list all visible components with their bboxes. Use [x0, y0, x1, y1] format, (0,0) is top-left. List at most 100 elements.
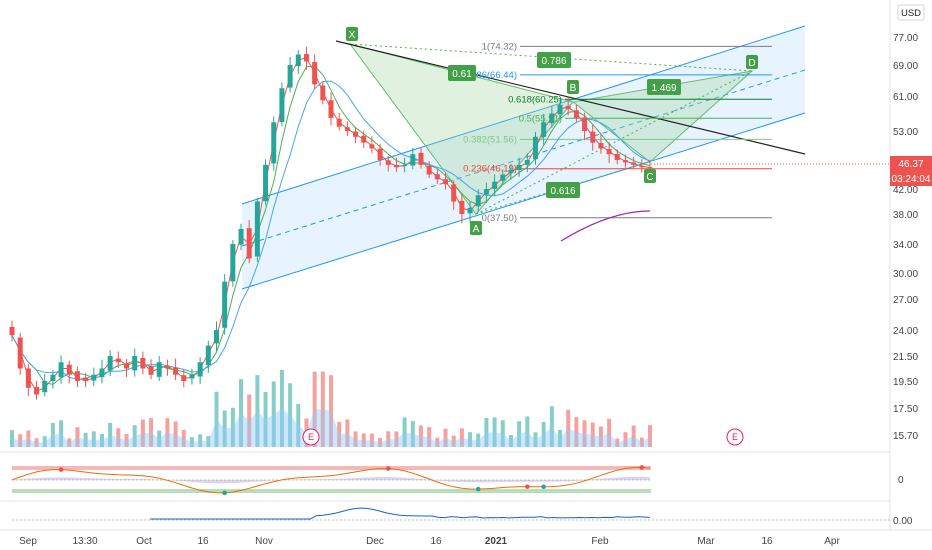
candle-body[interactable] — [25, 368, 31, 388]
candle-body[interactable] — [287, 65, 293, 88]
currency-label[interactable]: USD — [897, 4, 925, 21]
candle-body[interactable] — [426, 165, 432, 175]
candle-body[interactable] — [467, 207, 473, 214]
candle-body[interactable] — [393, 164, 399, 168]
trend-line[interactable] — [335, 40, 806, 155]
candle-body[interactable] — [590, 131, 596, 143]
candle-body[interactable] — [173, 367, 179, 375]
candle-body[interactable] — [573, 110, 579, 118]
candle-body[interactable] — [279, 88, 285, 123]
candle-body[interactable] — [263, 164, 269, 202]
candle-body[interactable] — [140, 357, 146, 369]
time-axis[interactable]: Sep 13:30 Oct 16 Nov Dec 16 2021 Feb Mar 16 Apr — [19, 536, 840, 547]
candle-body[interactable] — [42, 381, 48, 393]
candle-body[interactable] — [222, 281, 228, 328]
candle-body[interactable] — [582, 117, 588, 131]
volume-bar — [312, 371, 317, 447]
candle-body[interactable] — [91, 374, 97, 381]
candle-body[interactable] — [557, 104, 563, 115]
candle-body[interactable] — [83, 377, 89, 381]
channel-upper-line[interactable] — [241, 25, 806, 205]
ratio-label-xad[interactable]: 0.786 — [537, 52, 571, 68]
candle-body[interactable] — [418, 152, 424, 165]
earnings-event-2[interactable]: E — [726, 428, 744, 446]
candle-body[interactable] — [295, 54, 301, 67]
pattern-label-a[interactable]: A — [470, 221, 482, 235]
pattern-label-b[interactable]: B — [567, 80, 579, 94]
candle-body[interactable] — [205, 345, 211, 366]
candle-body[interactable] — [524, 160, 530, 165]
candle-body[interactable] — [320, 85, 326, 101]
candle-body[interactable] — [156, 362, 162, 377]
candle-body[interactable] — [614, 153, 620, 160]
candle-body[interactable] — [34, 387, 40, 395]
candle-body[interactable] — [9, 326, 15, 336]
candle-body[interactable] — [312, 62, 318, 85]
candlesticks[interactable] — [9, 46, 653, 400]
candle-body[interactable] — [508, 169, 514, 174]
volume-bar — [418, 425, 423, 447]
candle-body[interactable] — [230, 244, 236, 282]
candle-body[interactable] — [532, 136, 538, 160]
candle-body[interactable] — [238, 229, 244, 245]
candle-body[interactable] — [565, 106, 571, 110]
pattern-label-d[interactable]: D — [746, 55, 758, 69]
candle-body[interactable] — [246, 228, 252, 259]
candle-body[interactable] — [451, 184, 457, 202]
candle-body[interactable] — [549, 113, 555, 124]
candle-body[interactable] — [647, 167, 653, 169]
ratio-label-abc[interactable]: 0.616 — [546, 182, 580, 198]
candle-body[interactable] — [483, 189, 489, 195]
candle-body[interactable] — [377, 148, 383, 160]
ratio-label-bcd[interactable]: 1.469 — [647, 79, 681, 95]
candle-body[interactable] — [181, 375, 187, 381]
ratio-label-xab[interactable]: 0.61 — [448, 65, 476, 81]
candle-body[interactable] — [148, 366, 154, 375]
candle-body[interactable] — [189, 374, 195, 379]
candle-body[interactable] — [132, 356, 138, 371]
pattern-label-x[interactable]: X — [346, 27, 358, 41]
candle-body[interactable] — [213, 330, 219, 344]
candle-body[interactable] — [434, 174, 440, 180]
candle-body[interactable] — [164, 365, 170, 369]
candle-body[interactable] — [516, 164, 522, 170]
candle-body[interactable] — [475, 195, 481, 207]
candle-body[interactable] — [606, 148, 612, 155]
candle-body[interactable] — [328, 100, 334, 118]
candle-body[interactable] — [369, 144, 375, 149]
candle-body[interactable] — [353, 131, 359, 137]
candle-body[interactable] — [17, 337, 23, 369]
candle-body[interactable] — [50, 374, 56, 382]
fib-retracement[interactable]: 1(74.32) 0.786(66.44) 0.618(60.25) 0.5(55.9… — [463, 41, 772, 224]
candle-body[interactable] — [336, 118, 342, 127]
candle-body[interactable] — [124, 363, 130, 369]
candle-body[interactable] — [254, 201, 260, 257]
candle-body[interactable] — [639, 166, 645, 168]
candle-body[interactable] — [631, 162, 637, 165]
candle-body[interactable] — [271, 122, 277, 164]
candle-body[interactable] — [443, 179, 449, 185]
candle-body[interactable] — [66, 364, 72, 375]
candle-body[interactable] — [541, 122, 547, 137]
candle-body[interactable] — [598, 142, 604, 149]
candle-body[interactable] — [410, 154, 416, 166]
candle-body[interactable] — [459, 200, 465, 214]
candle-body[interactable] — [303, 54, 309, 62]
candle-body[interactable] — [402, 164, 408, 167]
candle-body[interactable] — [115, 358, 121, 363]
candle-body[interactable] — [107, 356, 113, 371]
candle-body[interactable] — [197, 362, 203, 377]
candle-body[interactable] — [492, 181, 498, 189]
candle-body[interactable] — [385, 160, 391, 165]
candle-body[interactable] — [622, 160, 628, 163]
candle-body[interactable] — [74, 371, 80, 381]
earnings-event-1[interactable]: E — [302, 428, 320, 446]
candle-body[interactable] — [58, 362, 64, 378]
pattern-label-c[interactable]: C — [644, 169, 656, 183]
candle-body[interactable] — [500, 174, 506, 181]
channel-lower-line[interactable] — [241, 112, 806, 290]
candle-body[interactable] — [344, 127, 350, 131]
candle-body[interactable] — [99, 368, 105, 378]
candle-body[interactable] — [361, 135, 367, 143]
